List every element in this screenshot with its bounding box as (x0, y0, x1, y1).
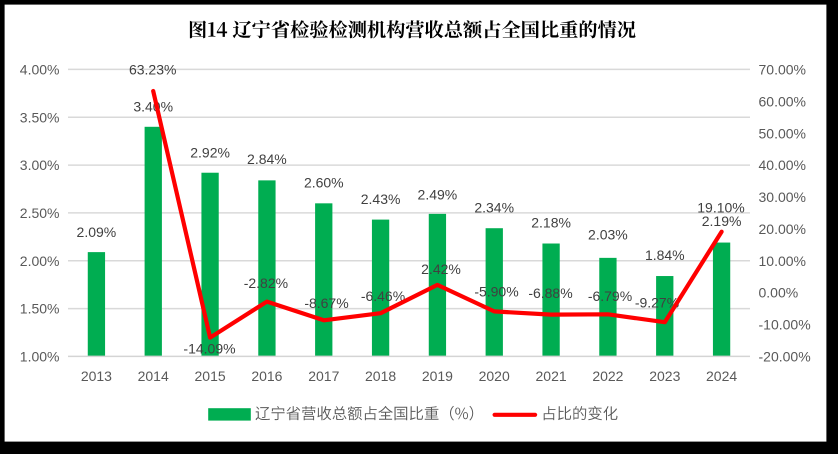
svg-text:2.60%: 2.60% (304, 175, 344, 191)
svg-text:60.00%: 60.00% (759, 93, 806, 109)
svg-text:70.00%: 70.00% (759, 62, 806, 78)
svg-text:2020: 2020 (479, 368, 510, 384)
svg-text:50.00%: 50.00% (759, 125, 806, 141)
svg-text:-5.90%: -5.90% (474, 283, 518, 299)
svg-text:-6.88%: -6.88% (528, 285, 572, 301)
svg-text:-6.79%: -6.79% (588, 288, 632, 304)
svg-text:2.92%: 2.92% (190, 144, 230, 160)
svg-text:2.19%: 2.19% (702, 213, 742, 229)
svg-text:0.00%: 0.00% (759, 285, 799, 301)
svg-text:2.84%: 2.84% (247, 151, 287, 167)
svg-text:30.00%: 30.00% (759, 189, 806, 205)
svg-text:2.43%: 2.43% (361, 191, 401, 207)
svg-text:2021: 2021 (536, 368, 567, 384)
svg-text:63.23%: 63.23% (129, 61, 176, 77)
svg-text:2.03%: 2.03% (588, 226, 628, 242)
svg-text:3.40%: 3.40% (133, 98, 173, 114)
svg-text:2024: 2024 (706, 368, 737, 384)
svg-text:2.42%: 2.42% (421, 261, 461, 277)
svg-text:-2.82%: -2.82% (244, 275, 288, 291)
svg-text:2023: 2023 (649, 368, 680, 384)
svg-text:10.00%: 10.00% (759, 253, 806, 269)
svg-text:1.50%: 1.50% (20, 301, 60, 317)
svg-text:2.50%: 2.50% (20, 205, 60, 221)
svg-text:20.00%: 20.00% (759, 221, 806, 237)
svg-text:-14.09%: -14.09% (183, 340, 235, 356)
svg-text:2.49%: 2.49% (418, 186, 458, 202)
svg-text:2019: 2019 (422, 368, 453, 384)
svg-text:2.34%: 2.34% (474, 199, 514, 215)
svg-text:2014: 2014 (138, 368, 169, 384)
svg-text:2015: 2015 (195, 368, 226, 384)
svg-text:2.09%: 2.09% (77, 224, 117, 240)
svg-text:2017: 2017 (308, 368, 339, 384)
svg-text:-8.67%: -8.67% (304, 295, 348, 311)
svg-text:-6.46%: -6.46% (361, 288, 405, 304)
svg-text:2.00%: 2.00% (20, 253, 60, 269)
svg-text:1.00%: 1.00% (20, 349, 60, 365)
svg-text:-9.27%: -9.27% (635, 294, 679, 310)
svg-text:3.00%: 3.00% (20, 157, 60, 173)
svg-text:40.00%: 40.00% (759, 157, 806, 173)
svg-text:3.50%: 3.50% (20, 109, 60, 125)
svg-text:2018: 2018 (365, 368, 396, 384)
svg-text:1.84%: 1.84% (645, 247, 685, 263)
svg-text:2022: 2022 (592, 368, 623, 384)
svg-text:19.10%: 19.10% (697, 200, 744, 216)
svg-text:2013: 2013 (81, 368, 112, 384)
svg-text:2016: 2016 (251, 368, 282, 384)
svg-text:2.18%: 2.18% (531, 214, 571, 230)
svg-text:-20.00%: -20.00% (759, 349, 811, 365)
svg-text:4.00%: 4.00% (20, 62, 60, 78)
svg-text:-10.00%: -10.00% (759, 317, 811, 333)
